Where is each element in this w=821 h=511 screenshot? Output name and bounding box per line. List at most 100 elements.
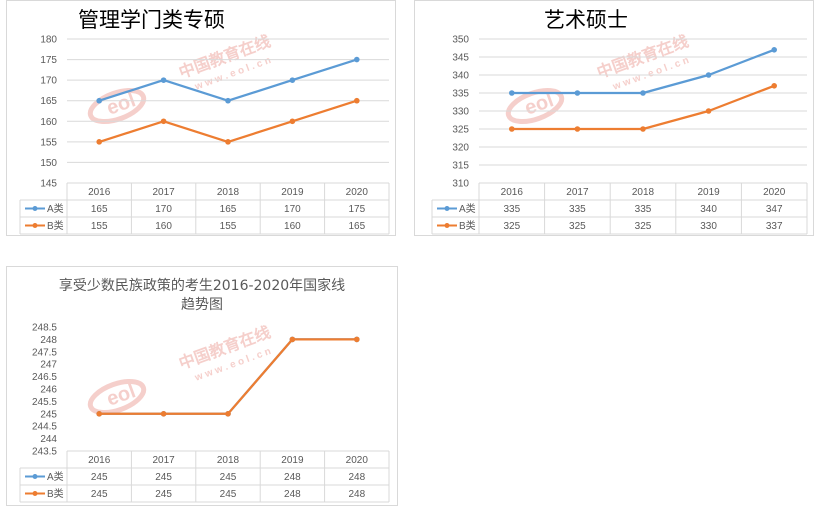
data-cell-0-1-1: 160 (155, 221, 172, 232)
x-category-label-0-2: 2018 (217, 187, 240, 198)
x-category-label-2-4: 2020 (346, 455, 369, 466)
y-tick-label-1-7: 315 (452, 161, 469, 172)
data-cell-0-0-4: 175 (348, 204, 365, 215)
point-1-0-1 (574, 90, 581, 96)
x-category-label-1-1: 2017 (566, 187, 589, 198)
data-cell-2-1-3: 248 (284, 489, 301, 500)
point-0-1-3 (289, 118, 296, 125)
y-tick-label-0-1: 175 (40, 55, 57, 66)
point-2-1-1 (160, 411, 167, 417)
point-0-1-0 (96, 139, 102, 145)
x-category-label-0-1: 2017 (152, 187, 175, 198)
chart-title-minority-line-1: 享受少数民族政策的考生2016-2020年国家线 (58, 278, 346, 294)
data-cell-2-1-4: 248 (348, 489, 365, 500)
y-tick-label-1-5: 325 (452, 125, 469, 136)
data-cell-1-1-3: 330 (700, 221, 717, 232)
data-cell-2-0-3: 248 (284, 472, 301, 483)
data-cell-2-1-2: 245 (220, 489, 237, 500)
point-0-0-3 (289, 77, 296, 83)
data-cell-1-1-4: 337 (766, 221, 783, 232)
legend-label-1-1: B类 (459, 219, 476, 232)
x-category-label-2-3: 2019 (281, 455, 304, 466)
y-tick-label-0-2: 170 (40, 76, 57, 87)
legend-marker-2-0 (32, 474, 38, 479)
y-tick-label-2-8: 244.5 (32, 422, 57, 433)
y-tick-label-1-6: 320 (452, 143, 469, 154)
point-0-1-1 (160, 118, 167, 125)
point-1-1-0 (509, 126, 515, 132)
y-tick-label-0-6: 150 (40, 158, 57, 169)
legend-marker-1-1 (444, 223, 450, 228)
x-category-label-0-4: 2020 (346, 187, 369, 198)
y-tick-label-2-10: 243.5 (32, 447, 57, 458)
y-tick-label-0-4: 160 (40, 117, 57, 128)
chart-panel-art: eol 中国教育在线 w w w . e o l . c n 350 345 340 335… (414, 0, 814, 236)
y-tick-label-1-8: 310 (452, 179, 469, 190)
y-tick-label-0-7: 145 (40, 179, 57, 190)
point-1-0-2 (640, 90, 646, 96)
y-tick-label-0-5: 155 (40, 137, 57, 148)
point-1-1-4 (771, 83, 777, 89)
data-cell-0-1-2: 155 (220, 221, 237, 232)
chart-title-art: 艺术硕士 (540, 7, 632, 33)
point-0-1-2 (225, 139, 231, 145)
x-category-label-2-2: 2018 (217, 455, 240, 466)
data-cell-1-1-0: 325 (503, 221, 520, 232)
y-tick-label-2-7: 245 (40, 409, 57, 420)
data-cell-2-0-0: 245 (91, 472, 108, 483)
x-category-label-1-4: 2020 (763, 187, 786, 198)
point-2-1-0 (96, 411, 102, 417)
watermark-logo-ring-2 (87, 378, 147, 416)
y-tick-label-0-0: 180 (40, 35, 57, 46)
watermark-logo-ring-0 (87, 87, 147, 125)
point-0-1-4 (354, 97, 360, 104)
y-tick-label-1-2: 340 (452, 71, 469, 82)
chart-panel-management: eol 中国教育在线 w w w . e o l . c n 180 175 170 165… (6, 0, 396, 236)
chart-panel-minority: 享受少数民族政策的考生2016-2020年国家线 趋势图 eol 中国教育在线 w … (6, 266, 398, 506)
chart-title-management: 管理学门类专硕 (74, 7, 229, 33)
data-cell-0-0-0: 165 (91, 204, 108, 215)
point-2-1-2 (225, 411, 231, 417)
point-0-0-2 (225, 97, 231, 104)
legend-marker-0-1 (32, 223, 38, 228)
chart-title-minority-line-2: 趋势图 (181, 297, 223, 313)
point-0-0-4 (354, 56, 360, 63)
x-category-label-1-2: 2018 (632, 187, 655, 198)
data-cell-2-0-2: 245 (220, 472, 237, 483)
y-tick-label-1-1: 345 (452, 53, 469, 64)
x-category-label-0-0: 2016 (88, 187, 111, 198)
legend-label-0-0: A类 (47, 202, 64, 215)
x-category-label-2-0: 2016 (88, 455, 111, 466)
point-1-0-4 (771, 47, 777, 53)
y-tick-label-2-2: 247.5 (32, 347, 57, 358)
point-2-1-3 (289, 336, 296, 343)
point-0-0-1 (160, 77, 167, 83)
data-cell-2-1-0: 245 (91, 489, 108, 500)
data-cell-1-0-4: 347 (766, 204, 783, 215)
y-tick-label-2-0: 248.5 (32, 323, 57, 334)
point-1-1-1 (574, 126, 581, 132)
legend-marker-1-0 (444, 206, 450, 211)
legend-marker-2-1 (32, 491, 38, 496)
data-cell-2-0-1: 245 (155, 472, 172, 483)
x-category-label-1-0: 2016 (501, 187, 524, 198)
point-1-0-3 (705, 72, 712, 78)
data-cell-2-0-4: 248 (348, 472, 365, 483)
point-0-0-0 (96, 97, 102, 104)
x-category-label-1-3: 2019 (697, 187, 720, 198)
y-tick-label-1-0: 350 (452, 35, 469, 46)
legend-marker-0-0 (32, 206, 38, 211)
point-1-1-3 (705, 108, 712, 114)
data-cell-0-0-1: 170 (155, 204, 172, 215)
x-category-label-0-3: 2019 (281, 187, 304, 198)
legend-label-1-0: A类 (459, 202, 476, 215)
data-cell-0-0-3: 170 (284, 204, 301, 215)
y-tick-label-2-4: 246.5 (32, 372, 57, 383)
y-tick-label-2-9: 244 (40, 434, 57, 445)
data-cell-1-0-2: 335 (635, 204, 652, 215)
y-tick-label-2-6: 245.5 (32, 397, 57, 408)
